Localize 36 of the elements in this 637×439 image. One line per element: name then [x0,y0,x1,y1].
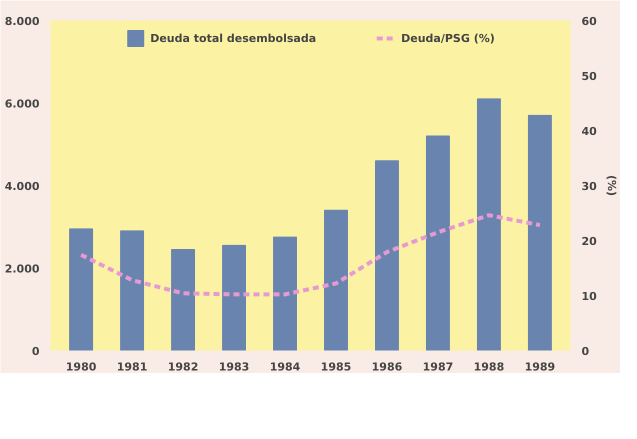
x-tick-label: 1983 [218,360,250,374]
x-tick-label: 1987 [422,360,454,374]
bar [426,136,450,350]
x-tick-label: 1988 [474,360,504,374]
x-tick-label: 1986 [372,360,403,374]
legend-label: Deuda total desembolsada [150,32,316,44]
y-tick-label: 6.000 [4,98,40,110]
y-tick-label: 8.000 [4,15,40,28]
x-tick-label: 1981 [116,360,148,374]
bar [222,244,246,350]
line-series [79,213,542,296]
y2-tick-label: 40 [582,125,598,138]
x-tick-label: 1980 [66,360,97,374]
y2-tick-label: 50 [582,70,598,83]
bar [69,228,94,350]
y2-tick-label: 10 [582,290,598,303]
bar [273,236,297,350]
y2-tick-label: 0 [582,345,590,358]
bar [171,248,196,350]
y-tick-label: 2.000 [4,262,40,276]
y-tick-label: 4.000 [4,180,40,193]
y-tick-label: 0 [32,345,40,358]
y2-tick-label: 20 [582,235,598,248]
bar [375,160,399,350]
x-tick-label: 1984 [270,360,301,374]
x-tick-label: 1989 [524,360,556,374]
x-tick-label: 1985 [320,360,352,374]
bar [324,210,348,350]
y2-axis-title: (%) [604,174,618,196]
legend-label: Deuda/PSG (%) [401,32,495,44]
bar [528,114,552,350]
x-tick-label: 1982 [168,360,198,374]
bar [476,98,501,350]
y2-tick-label: 60 [582,15,598,28]
bar [120,230,144,350]
y2-tick-label: 30 [582,180,598,193]
